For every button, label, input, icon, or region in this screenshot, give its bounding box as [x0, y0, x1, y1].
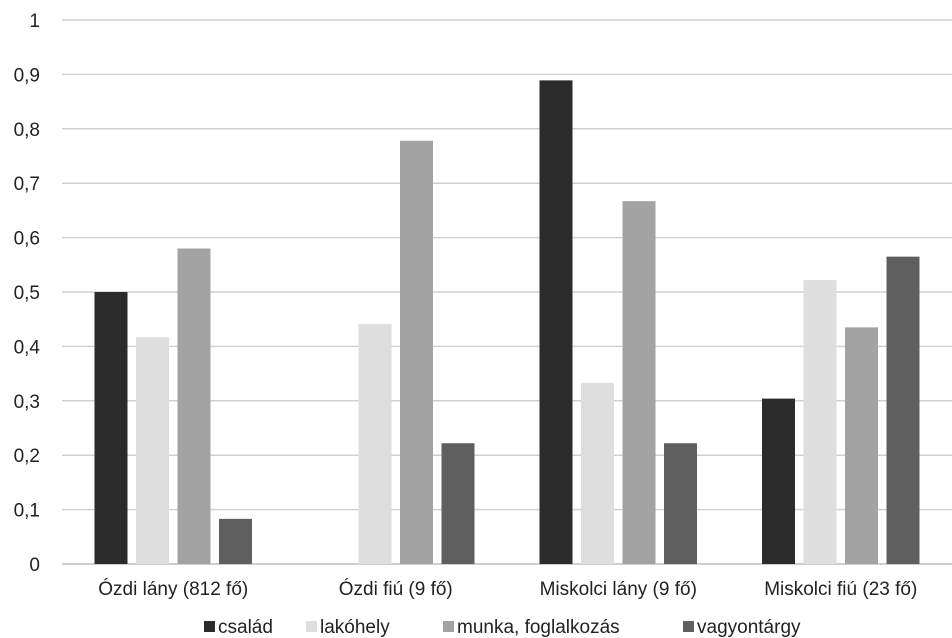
- bar-1-2: [400, 140, 433, 564]
- bar-3-1: [803, 280, 837, 564]
- bar-3-2: [845, 327, 878, 564]
- legend-label: család: [218, 617, 273, 638]
- y-tick-label: 0,7: [14, 174, 40, 195]
- bar-0-3: [219, 518, 252, 564]
- y-tick-label: 0,6: [14, 229, 40, 250]
- x-axis-categories: Ózdi lány (812 fő) Ózdi fiú (9 fő) Miskolc…: [98, 578, 917, 600]
- bar-3-3: [886, 256, 920, 564]
- bar-2-3: [664, 443, 697, 564]
- bar-3-0: [762, 398, 795, 564]
- legend-swatch: [683, 621, 694, 632]
- y-tick-label: 0,1: [14, 501, 40, 522]
- y-tick-label: 0,9: [14, 65, 40, 86]
- y-tick-label: 0,3: [14, 392, 40, 413]
- legend-swatch: [443, 621, 454, 632]
- legend-label: vagyontárgy: [697, 617, 801, 638]
- legend-label: lakóhely: [320, 617, 390, 638]
- legend-swatch: [204, 621, 215, 632]
- legend-swatch: [306, 621, 317, 632]
- y-tick-label: 0,5: [14, 283, 40, 304]
- y-axis-ticks: 0 0,1 0,2 0,3 0,4 0,5 0,6 0,7 0,8 0,9 1: [14, 11, 41, 576]
- x-category-label: Ózdi fiú (9 fő): [339, 578, 453, 600]
- bar-0-2: [177, 248, 211, 565]
- bar-0-1: [136, 337, 169, 564]
- bar-2-0: [539, 80, 573, 564]
- y-tick-label: 0: [29, 555, 40, 576]
- bar-2-1: [581, 382, 614, 564]
- bar-2-2: [622, 201, 656, 565]
- bar-1-1: [358, 324, 392, 564]
- y-tick-label: 0,2: [14, 446, 40, 467]
- y-tick-label: 1: [29, 11, 40, 32]
- x-category-label: Ózdi lány (812 fő): [98, 578, 248, 600]
- x-category-label: Miskolci fiú (23 fő): [764, 579, 917, 600]
- y-tick-label: 0,8: [14, 120, 40, 141]
- y-tick-label: 0,4: [14, 337, 41, 358]
- legend: család lakóhely munka, foglalkozás vagyontá…: [204, 617, 801, 638]
- bar-0-0: [94, 292, 128, 564]
- bars: [94, 80, 920, 565]
- legend-label: munka, foglalkozás: [457, 617, 620, 638]
- bar-1-3: [441, 443, 475, 564]
- x-category-label: Miskolci lány (9 fő): [540, 579, 697, 600]
